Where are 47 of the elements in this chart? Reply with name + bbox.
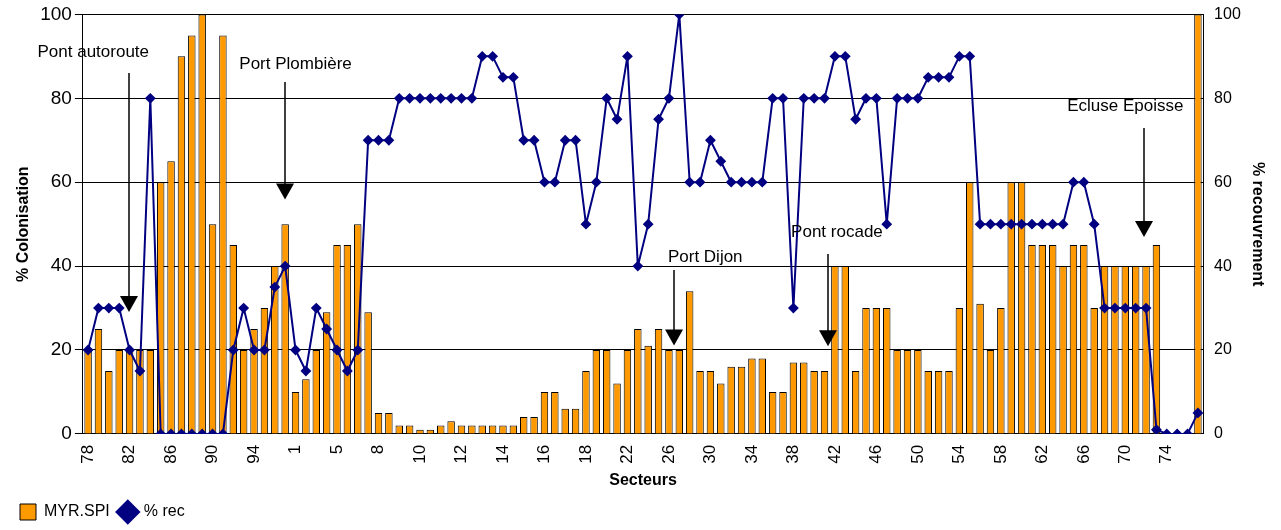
y-axis-title: % Colonisation [14, 166, 32, 282]
x-tick-label: 90 [202, 444, 222, 464]
x-tick-label: 54 [949, 444, 969, 464]
annotation: Ecluse Epoisse [1067, 96, 1184, 116]
x-tick-label: 62 [1032, 444, 1052, 464]
x-tick-label: 26 [658, 444, 678, 464]
y-tick-label: 100 [40, 2, 72, 24]
y2-tick-label: 100 [1214, 4, 1241, 22]
x-tick-label: 10 [409, 444, 429, 464]
x-tick-label: 18 [575, 444, 595, 464]
y2-tick-label: 0 [1214, 424, 1224, 442]
x-tick-label: 70 [1115, 444, 1134, 464]
x-tick-label: 34 [741, 444, 761, 464]
x-tick-label: 46 [866, 444, 886, 464]
x-tick-label: 58 [990, 444, 1010, 464]
x-tick-label: 94 [243, 444, 263, 464]
x-tick-label: 14 [492, 444, 512, 464]
y-tick-label: 60 [50, 170, 72, 192]
y-tick-label: 40 [50, 254, 72, 276]
y2-tick-label: 60 [1214, 172, 1232, 190]
y-tick-label: 0 [61, 422, 72, 444]
y2-axis-title: % recouvrement [1249, 161, 1267, 288]
x-tick-label: 86 [160, 444, 180, 464]
y2-tick-label: 20 [1214, 340, 1232, 358]
legend-label: % rec [143, 502, 185, 520]
x-tick-label: 82 [119, 444, 139, 464]
x-tick-label: 66 [1073, 444, 1093, 464]
x-tick-label: 1 [285, 444, 305, 455]
y2-tick-label: 80 [1214, 88, 1232, 106]
x-axis-title: Secteurs [609, 470, 677, 488]
x-tick-label: 74 [1156, 444, 1176, 464]
annotation: Port Dijon [667, 247, 743, 267]
x-tick-label: 8 [368, 444, 388, 455]
legend-label: MYR.SPI [44, 502, 110, 520]
x-tick-label: 50 [907, 444, 927, 464]
y-tick-label: 20 [50, 338, 72, 360]
x-tick-label: 12 [451, 444, 471, 464]
x-tick-label: 22 [617, 444, 637, 464]
x-tick-label: 16 [534, 444, 554, 464]
y2-tick-label: 40 [1214, 256, 1232, 274]
x-tick-label: 42 [824, 444, 844, 464]
x-tick-label: 78 [77, 444, 97, 464]
y-tick-label: 80 [50, 86, 72, 108]
x-tick-label: 38 [783, 444, 803, 464]
x-tick-label: 5 [326, 444, 346, 455]
annotation: Port Plombière [239, 54, 352, 74]
x-tick-label: 30 [700, 444, 720, 464]
